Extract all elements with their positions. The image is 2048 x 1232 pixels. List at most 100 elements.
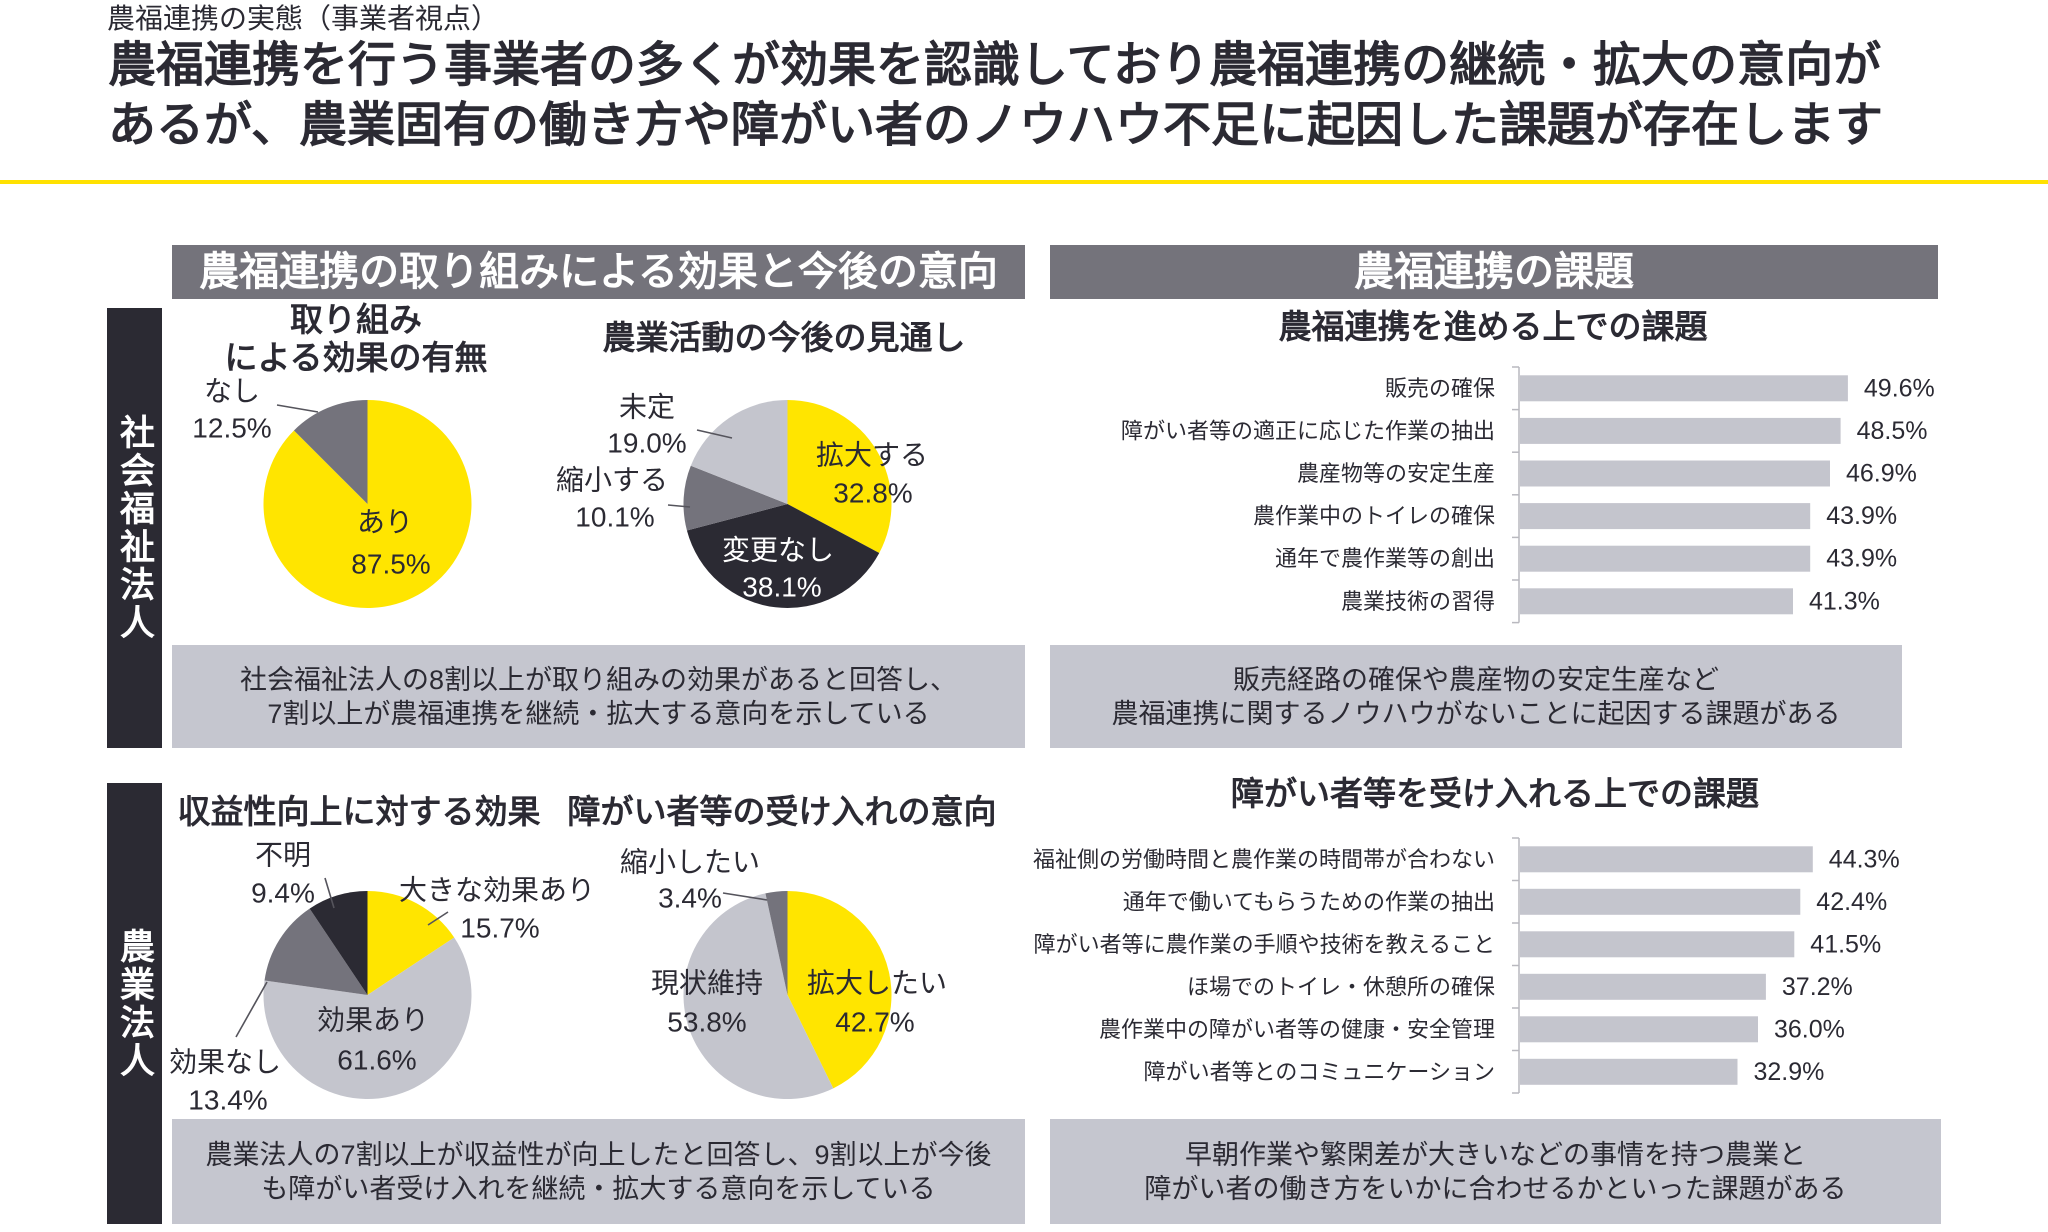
bar-value-label: 49.6% — [1864, 374, 1935, 402]
pie-slice-value: 19.0% — [607, 428, 686, 459]
pie-slice — [683, 465, 788, 531]
pie-slice-value: 42.7% — [835, 1007, 914, 1038]
leader-line — [667, 504, 691, 508]
pie-slices — [263, 890, 472, 1099]
bar-value-label: 42.4% — [1816, 888, 1887, 916]
bar — [1520, 888, 1801, 915]
bar-value-label: 32.9% — [1754, 1058, 1825, 1086]
pie-slice-label: 縮小したい — [620, 847, 760, 878]
pie-slice — [309, 891, 368, 995]
bar-value-label: 46.9% — [1846, 460, 1917, 488]
summary-line: 農業法人の7割以上が収益性が向上したと回答し、9割以上が今後 — [205, 1139, 992, 1170]
pie-slice — [683, 893, 834, 1100]
chart-title: による効果の有無 — [224, 339, 488, 376]
pie-slice-label: なし — [204, 376, 260, 407]
pie-slice-value: 61.6% — [337, 1045, 416, 1076]
pie-slice — [765, 891, 788, 995]
bar-chart-acceptance-issues: 福祉側の労働時間と農作業の時間帯が合わない 44.3% 通年で働いてもらうための作業… — [1033, 837, 1900, 1094]
leader-line — [427, 911, 449, 926]
pie-chart-effect-presence: あり 87.5% なし 12.5% — [192, 376, 472, 608]
pie-slice — [686, 504, 880, 609]
bar — [1520, 588, 1793, 615]
pie-slice-value: 10.1% — [575, 502, 654, 533]
pie-slice-value: 32.8% — [833, 478, 912, 509]
summary-line: 農福連携に関するノウハウがないことに起因する課題がある — [1111, 698, 1841, 729]
pie-slice — [787, 400, 892, 553]
bar — [1520, 931, 1795, 958]
pie-chart-farming-outlook: 拡大する 32.8% 変更なし 38.1% 縮小する 10.1% 未定 19.0… — [556, 392, 928, 609]
bar-value-label: 44.3% — [1829, 845, 1900, 873]
bar-value-label: 41.3% — [1809, 587, 1880, 615]
pie-slice-value: 53.8% — [667, 1007, 746, 1038]
pie-slice-value: 13.4% — [188, 1085, 267, 1116]
row-label-text: 農業法人 — [115, 927, 154, 1080]
bar-value-label: 36.0% — [1774, 1015, 1845, 1043]
pie-slice-label: 変更なし — [722, 535, 834, 566]
bar-category-label: 障がい者等に農作業の手順や技術を教えること — [1034, 932, 1495, 957]
chart-title: 障がい者等を受け入れる上での課題 — [1231, 775, 1759, 812]
bar-value-label: 43.9% — [1826, 545, 1897, 573]
pie-slices — [683, 891, 892, 1100]
bar-category-label: 福祉側の労働時間と農作業の時間帯が合わない — [1033, 847, 1495, 872]
pie-slice — [264, 908, 368, 995]
summary-line: も障がい者受け入れを継続・拡大する意向を示している — [261, 1173, 936, 1204]
bar — [1520, 545, 1811, 572]
bar — [1520, 503, 1811, 530]
pie-slice-label: 効果あり — [317, 1005, 429, 1036]
pie-slice — [367, 890, 455, 995]
summary-box: 農業法人の7割以上が収益性が向上したと回答し、9割以上が今後 も障がい者受け入れ… — [172, 1119, 1025, 1224]
pie-slice-label: 拡大したい — [807, 968, 947, 999]
bar — [1520, 846, 1813, 873]
pie-slice-value: 12.5% — [192, 413, 271, 444]
page-headline: 農福連携を行う事業者の多くが効果を認識しており農福連携の継続・拡大の意向が ある… — [108, 36, 1883, 156]
bar-value-label: 48.5% — [1857, 417, 1928, 445]
pie-slice-label: 不明 — [255, 840, 311, 871]
bar-category-label: 農作業中の障がい者等の健康・安全管理 — [1099, 1017, 1495, 1042]
bar-value-label: 41.5% — [1810, 930, 1881, 958]
yellow-divider — [0, 180, 2048, 184]
pie-chart-acceptance-intent: 拡大したい 42.7% 現状維持 53.8% 縮小したい 3.4% — [620, 847, 947, 1100]
bar-category-label: 農産物等の安定生産 — [1297, 461, 1495, 486]
leader-line — [276, 404, 319, 413]
pie-slice-value: 15.7% — [460, 913, 539, 944]
bar — [1520, 460, 1830, 487]
pie-slice-value: 87.5% — [351, 549, 430, 580]
leader-line — [235, 981, 268, 1038]
bar-category-label: 障がい者等の適正に応じた作業の抽出 — [1121, 418, 1495, 443]
chart-title: 取り組み — [290, 301, 422, 338]
leader-line — [696, 429, 733, 439]
pie-slice — [690, 400, 788, 504]
pie-slice-value: 3.4% — [658, 883, 722, 914]
pie-slice-label: あり — [357, 507, 413, 538]
pie-slice-label: 効果なし — [169, 1047, 281, 1078]
bar-category-label: 障がい者等とのコミュニケーション — [1144, 1059, 1495, 1084]
pie-slice-value: 38.1% — [742, 572, 821, 603]
bar — [1520, 1016, 1758, 1043]
summary-box: 社会福祉法人の8割以上が取り組みの効果があると回答し、 7割以上が農福連携を継続… — [172, 645, 1025, 748]
chart-title: 収益性向上に対する効果 — [177, 793, 541, 830]
pie-slice-label: 現状維持 — [651, 968, 763, 999]
summary-line: 障がい者の働き方をいかに合わせるかといった課題がある — [1144, 1173, 1847, 1204]
section-header-issues: 農福連携の課題 — [1050, 245, 1938, 299]
summary-line: 早朝作業や繁閑差が大きいなどの事情を持つ農業と — [1185, 1139, 1806, 1170]
page-kicker: 農福連携の実態（事業者視点） — [107, 3, 500, 34]
summary-line: 7割以上が農福連携を継続・拡大する意向を示している — [267, 698, 930, 729]
summary-box: 販売経路の確保や農産物の安定生産など 農福連携に関するノウハウがないことに起因す… — [1050, 645, 1902, 748]
summary-line: 販売経路の確保や農産物の安定生産など — [1233, 664, 1719, 695]
pie-slice — [263, 937, 472, 1099]
bar-category-label: 通年で農作業等の創出 — [1275, 546, 1495, 571]
bar-category-label: ほ場でのトイレ・休憩所の確保 — [1187, 974, 1495, 999]
bar — [1520, 973, 1766, 1000]
pie-slice-label: 縮小する — [556, 465, 668, 496]
bar — [1520, 417, 1841, 444]
bar-category-label: 農業技術の習得 — [1341, 589, 1495, 614]
section-header-effects: 農福連携の取り組みによる効果と今後の意向 — [172, 245, 1025, 299]
chart-title: 障がい者等の受け入れの意向 — [567, 793, 997, 830]
chart-title: 農業活動の今後の見通し — [602, 319, 966, 356]
bar-category-label: 農作業中のトイレの確保 — [1253, 504, 1495, 529]
headline-line: 農福連携を行う事業者の多くが効果を認識しており農福連携の継続・拡大の意向が — [108, 39, 1882, 92]
summary-line: 社会福祉法人の8割以上が取り組みの効果があると回答し、 — [239, 664, 957, 695]
bar — [1520, 1058, 1738, 1085]
